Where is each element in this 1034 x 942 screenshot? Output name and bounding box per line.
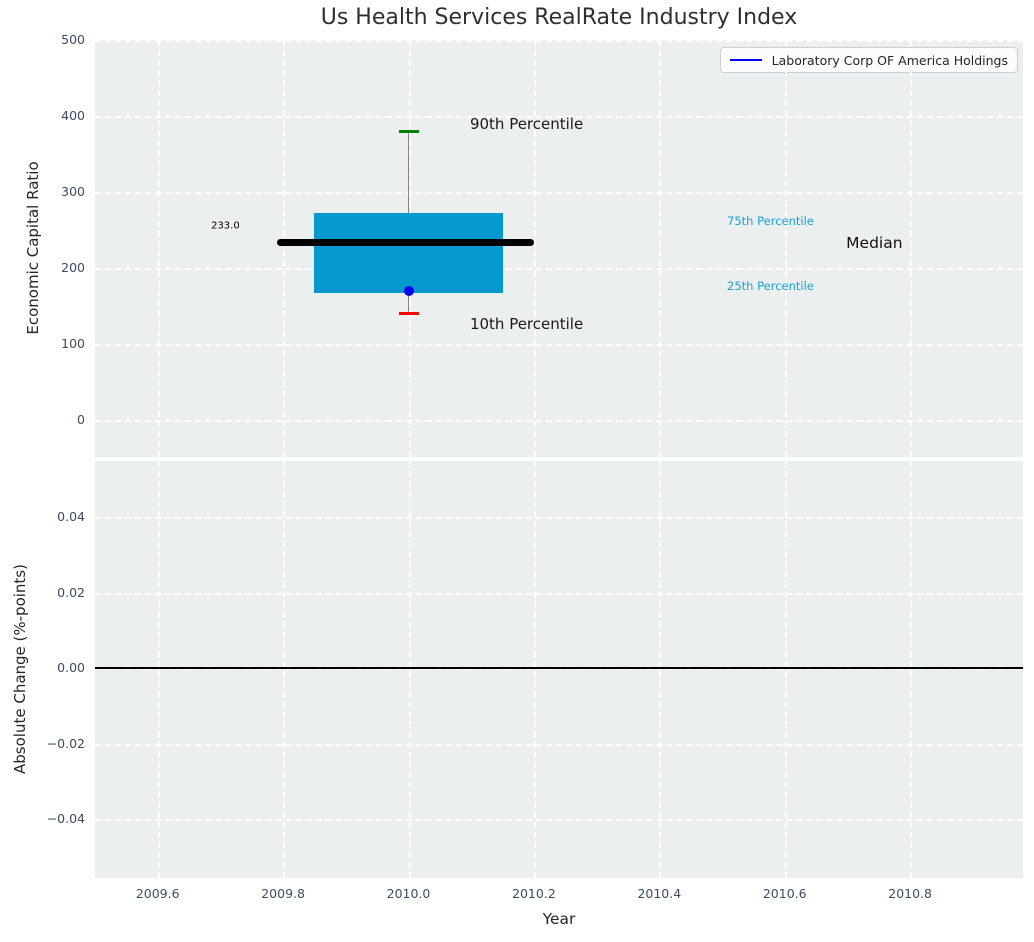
gridline-horizontal (95, 116, 1023, 119)
gridline-horizontal (95, 420, 1023, 423)
x-axis-label-year: Year (542, 910, 576, 928)
x-tick-label: 2010.8 (888, 886, 932, 901)
p10-cap (398, 312, 419, 316)
annotation-25th-percentile: 25th Percentile (727, 279, 814, 294)
gridline-horizontal (95, 592, 1023, 595)
legend: Laboratory Corp OF America Holdings (719, 47, 1018, 73)
y-tick-label: −0.04 (46, 811, 85, 827)
y-tick-label: 300 (61, 184, 85, 200)
y-tick-label: 400 (61, 108, 85, 124)
gridline-horizontal (95, 819, 1023, 822)
y-tick-label: 0.02 (57, 584, 85, 600)
iqr-box (314, 213, 503, 294)
y-tick-label: 200 (61, 260, 85, 276)
y-tick-label: 0.04 (57, 509, 85, 525)
y-tick-label: 0 (77, 412, 85, 428)
p90-cap (398, 129, 419, 133)
x-tick-label: 2009.6 (135, 886, 180, 901)
y-tick-label: 0.00 (57, 660, 85, 676)
annotation-75th-percentile: 75th Percentile (727, 213, 814, 228)
annotation-90th-percentile: 90th Percentile (469, 114, 584, 133)
zero-line (95, 667, 1023, 670)
gridline-vertical (157, 40, 160, 457)
y-tick-label: 100 (61, 336, 85, 352)
chart-title: Us Health Services RealRate Industry Ind… (320, 5, 798, 30)
gridline-horizontal (95, 268, 1023, 271)
gridline-horizontal (95, 743, 1023, 746)
gridline-vertical (910, 40, 913, 457)
median-line (276, 239, 534, 247)
gridline-vertical (533, 40, 536, 457)
axes-absolute-change (95, 461, 1023, 878)
annotation-median: Median (846, 233, 903, 252)
legend-line-icon (729, 58, 762, 62)
annotation-233-0: 233.0 (211, 220, 240, 232)
gridline-vertical (283, 40, 286, 457)
x-tick-label: 2009.8 (261, 886, 305, 901)
x-tick-label: 2010.2 (512, 886, 556, 901)
annotation-10th-percentile: 10th Percentile (469, 314, 584, 333)
company-point (403, 285, 414, 296)
gridline-horizontal (95, 668, 1023, 671)
axes-economic-capital-ratio: Laboratory Corp OF America Holdings (95, 40, 1023, 457)
x-tick-label: 2010.0 (386, 886, 431, 901)
legend-label: Laboratory Corp OF America Holdings (771, 52, 1008, 68)
x-tick-label: 2010.6 (762, 886, 807, 901)
gridline-horizontal (95, 517, 1023, 520)
gridline-horizontal (95, 344, 1023, 347)
gridline-horizontal (95, 192, 1023, 195)
gridline-vertical (784, 40, 787, 457)
y-tick-label: 500 (61, 32, 85, 47)
y-tick-label: −0.02 (46, 735, 85, 751)
gridline-vertical (659, 40, 662, 457)
gridline-horizontal (95, 40, 1023, 42)
x-tick-label: 2010.4 (637, 886, 682, 901)
